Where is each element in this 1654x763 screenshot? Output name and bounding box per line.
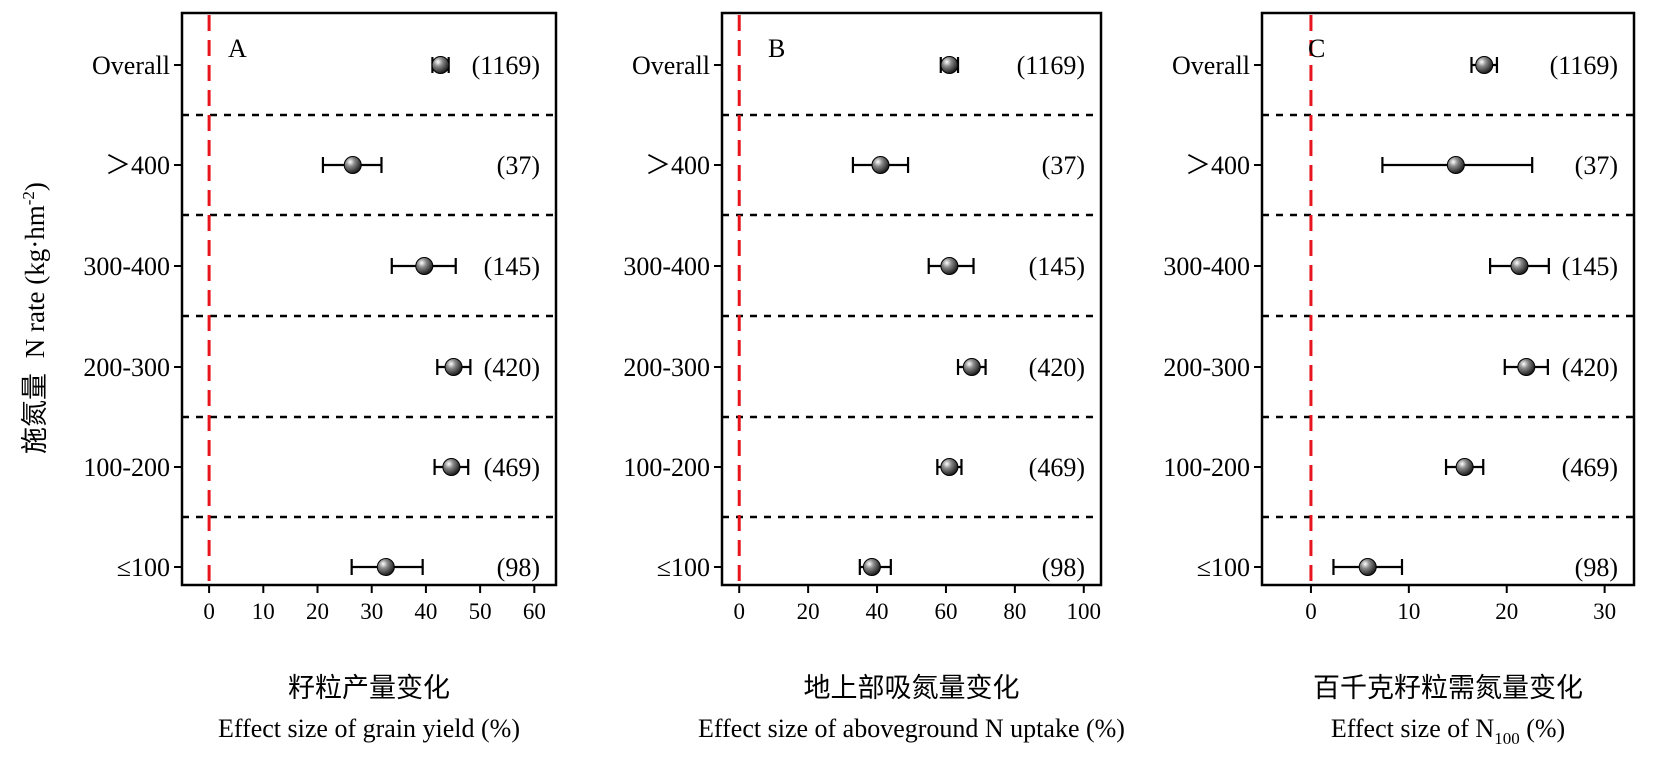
panels: 0 10 20 30 40 50 60 Overall ＞400 300-400 200-300 10… [83,11,1636,748]
y-category-label: 100-200 [623,453,710,482]
x-tick-label: 40 [414,599,437,624]
mean-point [415,257,434,275]
sample-size-label: (37) [1042,151,1085,180]
y-category-label: ≤100 [1197,553,1250,582]
y-category-label: 100-200 [1163,453,1250,482]
x-axis-title-cn: 地上部吸氮量变化 [804,673,1020,703]
sample-size-label: (98) [1575,553,1618,582]
sample-size-label: (37) [1575,151,1618,180]
mean-point [1455,458,1474,476]
x-axis-title-cn: 籽粒产量变化 [288,673,450,703]
y-category-label: Overall [632,51,710,80]
sample-size-label: (469) [1029,453,1085,482]
x-tick-label: 0 [1305,599,1317,624]
mean-point [444,358,463,376]
y-category-label: ＞400 [645,151,710,180]
mean-point [1510,257,1529,275]
x-tick-label: 60 [934,599,957,624]
mean-point [1358,558,1377,576]
y-category-label: 300-400 [1163,252,1250,281]
sample-size-label: (420) [1562,353,1618,382]
sample-size-label: (469) [484,453,540,482]
mean-point [343,156,362,174]
y-category-label: 300-400 [623,252,710,281]
panel-b: 0 20 40 60 80 100 Overall ＞400 300-400 200-300 100… [623,11,1125,743]
sample-size-label: (420) [484,353,540,382]
sample-size-label: (1169) [472,51,540,80]
panel-letter: B [768,34,785,63]
x-tick-label: 10 [1397,599,1420,624]
x-tick-label: 20 [306,599,329,624]
mean-point [442,458,461,476]
y-category-label: 200-300 [83,353,170,382]
y-category-label: ≤100 [117,553,170,582]
x-tick-label: 60 [523,599,546,624]
mean-point [1446,156,1465,174]
panel-c: 0 10 20 30 Overall ＞400 300-400 200-300 100-200 ≤… [1163,11,1636,748]
x-axis-title-en: Effect size of N100 (%) [1331,714,1565,748]
plot-frame [1260,11,1636,587]
plot-frame [180,11,558,587]
mean-point [940,56,959,74]
sample-size-label: (420) [1029,353,1085,382]
x-tick-label: 0 [203,599,215,624]
x-tick-label: 100 [1067,599,1102,624]
y-axis-title: 施氮量 N rate (kg·hm-2) [19,182,51,454]
x-tick-label: 10 [252,599,275,624]
x-tick-label: 50 [469,599,492,624]
y-category-label: ≤100 [657,553,710,582]
sample-size-label: (469) [1562,453,1618,482]
x-tick-label: 80 [1003,599,1026,624]
x-axis-title-en: Effect size of grain yield (%) [218,714,520,743]
x-tick-label: 40 [866,599,889,624]
x-tick-label: 20 [1495,599,1518,624]
panel-letter: C [1308,34,1325,63]
sample-size-label: (145) [1029,252,1085,281]
mean-point [431,56,450,74]
sample-size-label: (98) [497,553,540,582]
y-category-label: 300-400 [83,252,170,281]
mean-point [962,358,981,376]
x-tick-label: 30 [360,599,383,624]
sample-size-label: (145) [1562,252,1618,281]
y-category-label: 100-200 [83,453,170,482]
mean-point [871,156,890,174]
x-tick-label: 0 [733,599,745,624]
x-tick-label: 20 [797,599,820,624]
sample-size-label: (145) [484,252,540,281]
y-category-label: Overall [1172,51,1250,80]
y-category-label: ＞400 [105,151,170,180]
sample-size-label: (1169) [1017,51,1085,80]
panel-letter: A [228,34,247,63]
mean-point [940,458,959,476]
y-category-label: 200-300 [1163,353,1250,382]
x-axis-title-en: Effect size of aboveground N uptake (%) [698,714,1125,743]
mean-point [862,558,881,576]
y-category-label: 200-300 [623,353,710,382]
sample-size-label: (1169) [1550,51,1618,80]
x-axis-title-cn: 百千克籽粒需氮量变化 [1313,673,1583,703]
mean-point [940,257,959,275]
y-category-label: ＞400 [1185,151,1250,180]
mean-point [376,558,395,576]
mean-point [1517,358,1536,376]
x-tick-label: 30 [1593,599,1616,624]
panel-a: 0 10 20 30 40 50 60 Overall ＞400 300-400 200-300 10… [83,11,558,743]
sample-size-label: (98) [1042,553,1085,582]
y-category-label: Overall [92,51,170,80]
plot-frame [720,11,1103,587]
mean-point [1475,56,1494,74]
sample-size-label: (37) [497,151,540,180]
